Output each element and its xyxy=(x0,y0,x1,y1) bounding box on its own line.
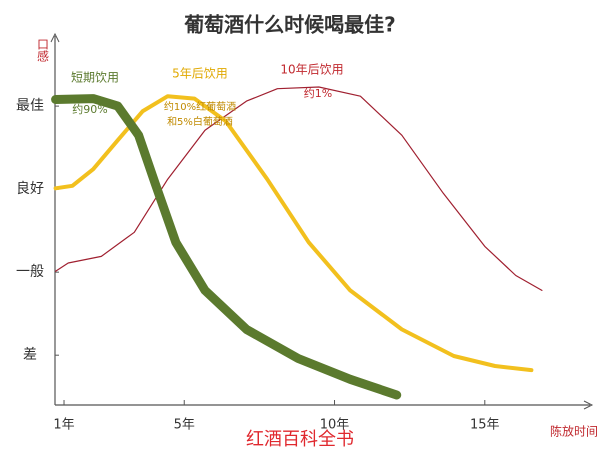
x-axis-title: 陈放时间 xyxy=(550,424,598,439)
x-tick-label: 15年 xyxy=(470,418,500,433)
series-line xyxy=(51,94,402,400)
y-tick-label: 一般 xyxy=(16,264,44,280)
y-tick-label: 差 xyxy=(23,347,37,363)
x-tick-label: 10年 xyxy=(320,418,350,433)
x-arrow xyxy=(583,400,594,410)
y-tick-label: 最佳 xyxy=(16,98,44,114)
annotation: 约1% xyxy=(304,87,332,100)
annotation: 约90% xyxy=(72,103,107,116)
x-tick-label: 1年 xyxy=(53,418,74,433)
y-axis-title: 口感 xyxy=(36,38,50,62)
chart-title: 葡萄酒什么时候喝最佳? xyxy=(183,13,396,37)
x-tick-label: 5年 xyxy=(174,418,195,433)
y-tick-label: 良好 xyxy=(16,181,44,197)
series-line xyxy=(55,86,543,291)
series-label: 10年后饮用 xyxy=(280,63,343,77)
annotation: 和5%白葡萄酒 xyxy=(167,115,233,128)
annotation: 约10%红葡萄酒 xyxy=(164,100,236,113)
series-line xyxy=(53,94,534,373)
y-arrow xyxy=(50,32,60,43)
watermark: 红酒百科全书 xyxy=(246,429,354,450)
series-label: 5年后饮用 xyxy=(172,67,228,81)
series-label: 短期饮用 xyxy=(71,71,119,85)
